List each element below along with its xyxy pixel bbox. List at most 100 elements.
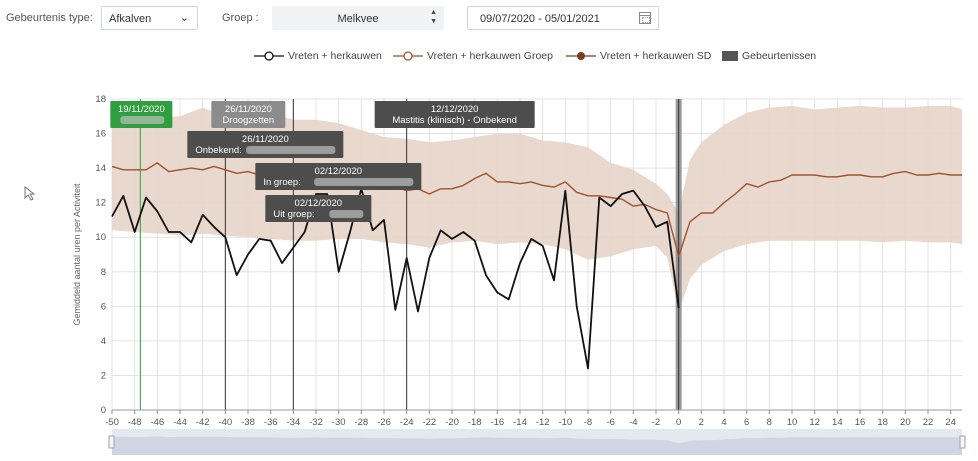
y-tick-label: 8 bbox=[101, 267, 106, 278]
event-label: In groep: bbox=[263, 177, 301, 188]
redacted-text bbox=[329, 210, 364, 218]
y-tick-label: 6 bbox=[101, 301, 106, 312]
x-tick-label: -42 bbox=[196, 417, 210, 428]
event-label: Droogzetten bbox=[222, 115, 274, 126]
x-tick-label: -36 bbox=[264, 417, 278, 428]
date-range-value: 09/07/2020 - 05/01/2021 bbox=[480, 13, 600, 25]
x-tick-label: 14 bbox=[832, 417, 843, 428]
event-label: Mastitis (klinisch) - Onbekend bbox=[392, 115, 517, 126]
x-tick-label: -10 bbox=[558, 417, 572, 428]
redacted-text bbox=[314, 178, 414, 186]
event-type-value: Afkalven bbox=[109, 13, 152, 25]
series-lines bbox=[111, 162, 962, 370]
x-tick-label: 22 bbox=[923, 417, 934, 428]
open-circle-marker-icon bbox=[254, 51, 284, 61]
event-date: 12/12/2020 bbox=[431, 104, 479, 115]
x-tick-label: 6 bbox=[744, 417, 749, 428]
x-tick-label: -38 bbox=[241, 417, 255, 428]
y-tick-label: 14 bbox=[95, 163, 106, 174]
y-tick-label: 10 bbox=[95, 232, 106, 243]
x-tick-label: -40 bbox=[218, 417, 232, 428]
event-type-select[interactable]: Afkalven ⌄ bbox=[101, 6, 198, 30]
redacted-text bbox=[246, 146, 336, 154]
spinner-arrows-icon[interactable]: ▲ ▼ bbox=[430, 9, 437, 25]
x-tick-label: -14 bbox=[513, 417, 527, 428]
x-tick-label: -18 bbox=[468, 417, 482, 428]
x-tick-label: -12 bbox=[536, 417, 550, 428]
legend-label: Vreten + herkauwen bbox=[288, 50, 382, 62]
navigator-right-handle[interactable] bbox=[959, 435, 966, 449]
navigator-series-area bbox=[112, 436, 962, 455]
x-tick-label: -32 bbox=[309, 417, 323, 428]
event-type-label: Gebeurtenis type: bbox=[6, 12, 93, 24]
redacted-text bbox=[120, 116, 165, 124]
x-tick-label: 0 bbox=[676, 417, 681, 428]
x-tick-label: -46 bbox=[150, 417, 164, 428]
legend-label: Vreten + herkauwen Groep bbox=[427, 50, 553, 62]
x-tick-label: -30 bbox=[332, 417, 346, 428]
event-label-box: 02/12/2020 In groep: bbox=[255, 163, 422, 190]
x-tick-label: -24 bbox=[400, 417, 414, 428]
group-label: Groep : bbox=[222, 12, 259, 24]
legend-label: Vreten + herkauwen SD bbox=[600, 50, 712, 62]
x-tick-label: -44 bbox=[173, 417, 187, 428]
y-tick-label: 2 bbox=[101, 370, 106, 381]
filled-circle-marker-icon bbox=[566, 52, 596, 60]
x-tick-label: -4 bbox=[629, 417, 637, 428]
event-date: 02/12/2020 bbox=[295, 198, 343, 209]
x-tick-label: 20 bbox=[900, 417, 911, 428]
y-axis-title: Gemiddeld aantal uren per Activiteit bbox=[72, 183, 82, 326]
series-line-groep bbox=[111, 162, 962, 257]
x-tick-label: -50 bbox=[105, 417, 119, 428]
event-labels: 19/11/2020 26/11/2020Droogzetten26/11/202… bbox=[110, 101, 535, 222]
x-tick-label: -8 bbox=[584, 417, 592, 428]
x-tick-label: -2 bbox=[652, 417, 660, 428]
event-label: Uit groep: bbox=[273, 209, 314, 220]
event-date: 19/11/2020 bbox=[118, 104, 165, 115]
x-tick-label: -34 bbox=[286, 417, 300, 428]
event-label-bg bbox=[211, 101, 286, 128]
event-date: 26/11/2020 bbox=[242, 134, 289, 145]
event-label-bg bbox=[374, 101, 535, 128]
date-range-field[interactable]: 09/07/2020 - 05/01/2021 bbox=[467, 6, 659, 30]
y-tick-label: 18 bbox=[95, 94, 106, 105]
event-label-box: 19/11/2020 bbox=[110, 101, 173, 128]
legend-label: Gebeurtenissen bbox=[742, 50, 817, 62]
event-date: 26/11/2020 bbox=[225, 104, 272, 115]
x-tick-label: 16 bbox=[855, 417, 866, 428]
y-tick-label: 4 bbox=[101, 336, 106, 347]
event-date: 02/12/2020 bbox=[315, 166, 363, 177]
calendar-icon[interactable] bbox=[639, 12, 651, 24]
group-select[interactable]: Melkvee ▲ ▼ bbox=[272, 6, 444, 30]
chart-legend: Vreten + herkauwen Vreten + herkauwen Gr… bbox=[0, 47, 978, 65]
x-tick-label: 12 bbox=[809, 417, 820, 428]
x-tick-label: 18 bbox=[877, 417, 888, 428]
open-circle-marker-icon bbox=[393, 51, 423, 61]
x-tick-label: -16 bbox=[490, 417, 504, 428]
x-tick-label: 2 bbox=[699, 417, 704, 428]
group-value: Melkvee bbox=[337, 13, 379, 25]
x-tick-label: 8 bbox=[767, 417, 772, 428]
filter-toolbar: Gebeurtenis type: Afkalven ⌄ Groep : Mel… bbox=[0, 0, 978, 40]
x-tick-label: 4 bbox=[721, 417, 726, 428]
series-line-vreten bbox=[111, 187, 680, 370]
y-tick-label: 16 bbox=[95, 129, 106, 140]
chevron-down-icon: ⌄ bbox=[179, 12, 189, 24]
y-tick-label: 12 bbox=[95, 198, 106, 209]
x-tick-label: 10 bbox=[787, 417, 798, 428]
navigator-left-handle[interactable] bbox=[108, 435, 115, 449]
box-marker-icon bbox=[722, 51, 738, 61]
range-navigator bbox=[108, 429, 966, 455]
x-tick-label: -26 bbox=[377, 417, 391, 428]
mouse-pointer-icon bbox=[24, 186, 36, 201]
event-label: Onbekend: bbox=[195, 145, 241, 156]
x-tick-label: -48 bbox=[128, 417, 142, 428]
x-tick-label: -20 bbox=[445, 417, 459, 428]
x-tick-label: -6 bbox=[606, 417, 614, 428]
